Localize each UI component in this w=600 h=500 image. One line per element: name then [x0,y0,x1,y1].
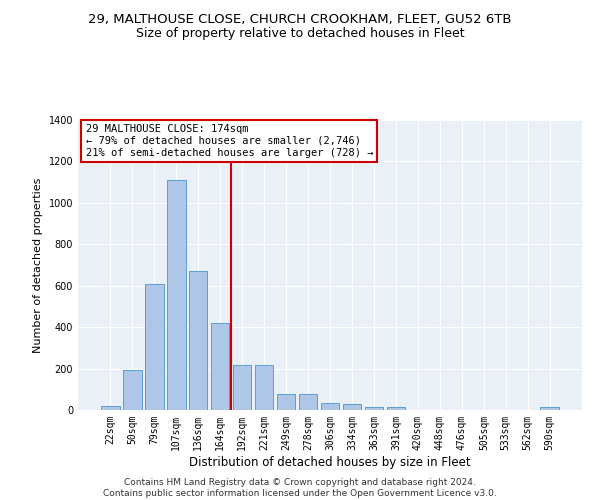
Bar [365,408,383,410]
Bar [277,394,295,410]
Text: Contains HM Land Registry data © Crown copyright and database right 2024.
Contai: Contains HM Land Registry data © Crown c… [103,478,497,498]
Bar [167,180,185,410]
Bar [343,404,361,410]
Text: Size of property relative to detached houses in Fleet: Size of property relative to detached ho… [136,28,464,40]
Bar [211,323,229,410]
Bar [145,284,164,410]
X-axis label: Distribution of detached houses by size in Fleet: Distribution of detached houses by size … [189,456,471,468]
Bar [541,408,559,410]
Bar [255,366,274,410]
Bar [101,406,119,410]
Y-axis label: Number of detached properties: Number of detached properties [33,178,43,352]
Bar [299,394,317,410]
Bar [233,366,251,410]
Bar [320,403,340,410]
Bar [189,271,208,410]
Bar [386,408,405,410]
Text: 29 MALTHOUSE CLOSE: 174sqm
← 79% of detached houses are smaller (2,746)
21% of s: 29 MALTHOUSE CLOSE: 174sqm ← 79% of deta… [86,124,373,158]
Text: 29, MALTHOUSE CLOSE, CHURCH CROOKHAM, FLEET, GU52 6TB: 29, MALTHOUSE CLOSE, CHURCH CROOKHAM, FL… [88,12,512,26]
Bar [123,370,142,410]
